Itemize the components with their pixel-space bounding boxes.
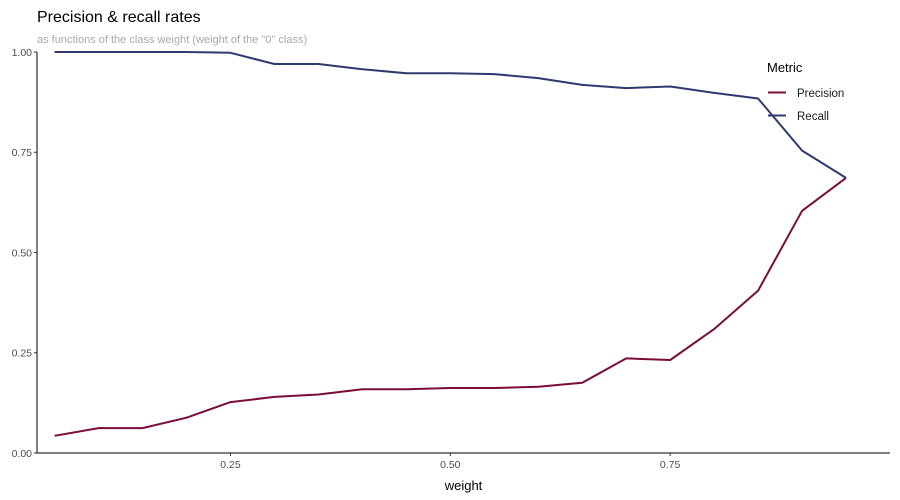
series-line-precision [55, 178, 846, 436]
x-tick-label: 0.75 [660, 459, 681, 471]
y-tick-label: 0.50 [12, 247, 33, 259]
legend-title: Metric [767, 60, 803, 75]
x-tick-label: 0.50 [440, 459, 461, 471]
y-tick-label: 0.75 [12, 147, 33, 159]
y-tick-label: 0.00 [12, 448, 33, 460]
series-lines [55, 52, 846, 436]
legend-label-recall: Recall [797, 111, 829, 123]
axes: 0.00 0.25 0.50 0.75 1.00 0.25 0.50 0.75 [12, 47, 890, 471]
x-tick-label: 0.25 [220, 459, 241, 471]
x-ticks: 0.25 0.50 0.75 [220, 453, 680, 471]
chart-title: Precision & recall rates [37, 9, 201, 26]
chart-subtitle: as functions of the class weight (weight… [37, 34, 307, 46]
y-tick-label: 1.00 [12, 47, 33, 59]
y-tick-label: 0.25 [12, 348, 33, 360]
x-axis-title: weight [444, 478, 483, 493]
legend: Metric Precision Recall [767, 60, 844, 123]
legend-items: Precision Recall [768, 88, 844, 123]
legend-label-precision: Precision [797, 88, 844, 100]
series-line-recall [55, 52, 846, 178]
y-ticks: 0.00 0.25 0.50 0.75 1.00 [12, 47, 37, 460]
